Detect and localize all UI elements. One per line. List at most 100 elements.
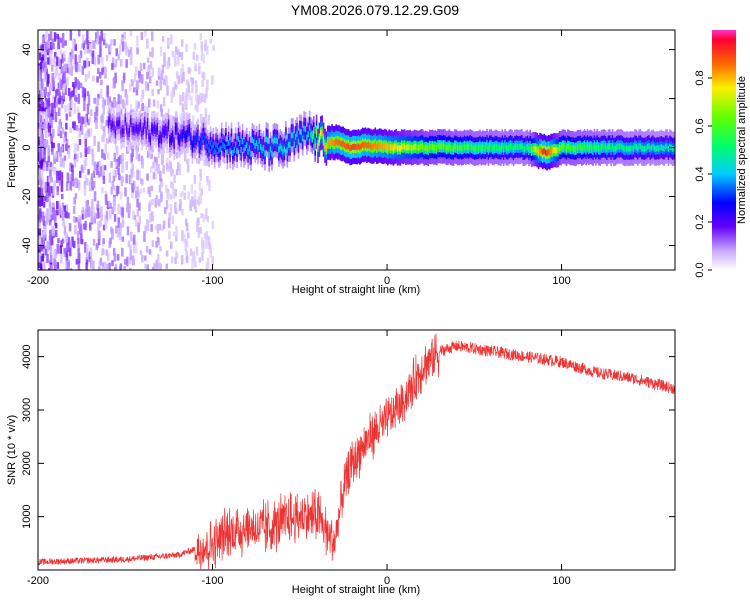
spectrogram-cell xyxy=(159,133,162,140)
spectrogram-cell xyxy=(111,102,115,109)
spectrogram-cell xyxy=(99,212,102,218)
spectrogram-cell xyxy=(132,126,135,133)
spectrogram-cell xyxy=(118,44,122,55)
spectrogram-cell xyxy=(49,243,53,255)
spectrogram-cell xyxy=(61,96,64,104)
spectrogram-cell xyxy=(117,156,121,167)
spectrogram-cell xyxy=(146,140,149,148)
spectrogram-cell xyxy=(146,57,150,63)
spectrogram-cell xyxy=(67,147,71,159)
spectrogram-cell xyxy=(47,122,51,133)
spectrogram-cell xyxy=(267,137,269,144)
spectrogram-cell xyxy=(84,147,87,157)
spectrogram-cell xyxy=(206,45,209,55)
spectrogram-cell xyxy=(52,129,55,138)
spectrogram-cell xyxy=(143,136,147,145)
spectrogram-cell xyxy=(138,202,141,211)
spectrogram-cell xyxy=(121,41,125,52)
spectrogram-cell xyxy=(276,138,279,145)
spectrogram-cell xyxy=(80,124,84,135)
colorbar-tick-label: 0.4 xyxy=(694,166,706,181)
spectrogram-cell xyxy=(77,244,80,251)
spectrogram-cell xyxy=(461,145,463,152)
spectrogram-cell xyxy=(99,220,102,228)
spectrogram-cell xyxy=(486,143,488,150)
spectrogram-cell xyxy=(442,143,445,150)
spectrogram-cell xyxy=(113,79,116,89)
spectrogram-cell xyxy=(61,127,65,135)
spectrogram-cell xyxy=(139,250,143,256)
spectrogram-cell xyxy=(170,90,174,99)
spectrogram-cell xyxy=(64,105,67,113)
spectrogram-cell xyxy=(117,53,120,61)
spectrogram-cell xyxy=(127,210,131,218)
spectrogram-cell xyxy=(209,38,212,44)
spectrogram-cell xyxy=(38,70,41,82)
spectrogram-cell xyxy=(65,113,68,121)
spectrogram-cell xyxy=(50,116,53,125)
spectrogram-cell xyxy=(38,52,42,61)
x-tick-label: -200 xyxy=(27,575,49,587)
spectrogram-cell xyxy=(592,146,594,152)
spectrogram-cell xyxy=(120,39,123,46)
spectrogram-cell xyxy=(444,143,446,150)
spectrogram-cell xyxy=(58,95,62,104)
spectrogram-cell xyxy=(494,143,497,150)
spectrogram-cell xyxy=(155,127,157,134)
spectrogram-cell xyxy=(468,144,470,151)
spectrogram-cell xyxy=(49,82,52,91)
spectrogram-cell xyxy=(462,145,464,151)
spectrogram-cell xyxy=(107,152,110,160)
spectrogram-cell xyxy=(194,104,198,111)
spectrogram-cell xyxy=(437,143,439,150)
spectrogram-cell xyxy=(73,159,76,168)
spectrogram-cell xyxy=(53,56,56,67)
spectrogram-cell xyxy=(181,103,185,113)
spectrogram-cell xyxy=(156,126,159,132)
spectrogram-cell xyxy=(151,240,155,248)
spectrogram-cell xyxy=(47,92,50,98)
spectrogram-cell xyxy=(508,144,511,150)
spectrogram-cell xyxy=(54,89,58,98)
spectrogram-cell xyxy=(151,67,154,78)
spectrogram-cell xyxy=(201,245,205,254)
spectrogram-cell xyxy=(136,82,140,89)
spectrogram-cell xyxy=(240,146,242,153)
spectrogram-cell xyxy=(375,143,378,150)
spectrogram-cell xyxy=(590,144,593,151)
spectrogram-cell xyxy=(547,149,550,155)
spectrogram-cell xyxy=(100,206,103,216)
spectrogram-cell xyxy=(50,238,53,246)
spectrogram-cell xyxy=(102,38,106,46)
spectrogram-cell xyxy=(66,76,70,86)
spectrogram-cell xyxy=(38,187,41,198)
spectrogram-cell xyxy=(90,207,93,217)
spectrogram-cell xyxy=(138,70,141,78)
spectrogram-cell xyxy=(198,181,202,191)
spectrogram-cell xyxy=(69,30,73,41)
spectrogram-cell xyxy=(388,143,390,150)
spectrogram-cell xyxy=(43,261,46,270)
spectrogram-cell xyxy=(49,50,53,60)
spectrogram-cell xyxy=(159,81,162,91)
spectrogram-cell xyxy=(253,139,255,145)
spectrogram-cell xyxy=(166,61,170,70)
spectrogram-cell xyxy=(174,56,177,67)
spectrogram-cell xyxy=(134,191,138,199)
spectrogram-cell xyxy=(61,32,65,39)
spectrogram-cell xyxy=(278,146,280,153)
spectrogram-cell xyxy=(182,92,185,102)
spectrogram-cell xyxy=(250,150,252,157)
spectrogram-cell xyxy=(338,139,340,146)
spectrogram-cell xyxy=(95,106,99,117)
spectrogram-cell xyxy=(77,218,81,229)
spectrogram-cell xyxy=(146,84,150,91)
spectrogram-cell xyxy=(45,41,48,52)
spectrogram-cell xyxy=(60,172,64,183)
spectrogram-cell xyxy=(205,141,208,148)
spectrogram-cell xyxy=(83,60,86,69)
spectrogram-cell xyxy=(571,145,573,152)
spectrogram-cell xyxy=(616,144,618,151)
spectrogram-cell xyxy=(175,71,179,79)
spectrogram-cell xyxy=(58,200,61,208)
